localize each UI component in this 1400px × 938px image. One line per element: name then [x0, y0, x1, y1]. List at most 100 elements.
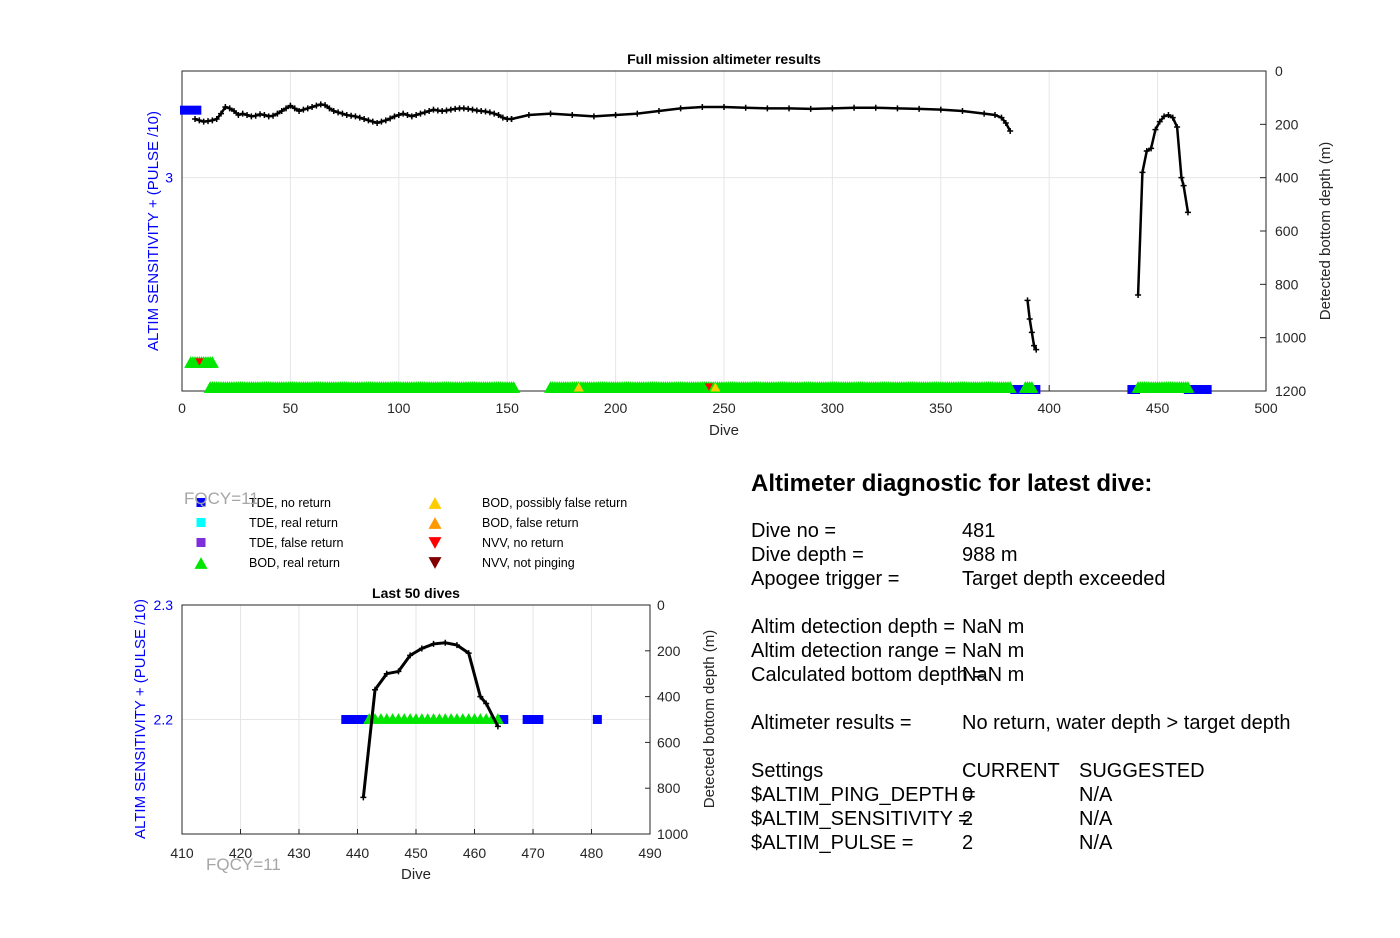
results-row: Altimeter results = No return, water dep… — [751, 712, 1291, 736]
y-right-tick-label: 800 — [657, 780, 681, 796]
x-tick-label: 410 — [170, 845, 194, 861]
detection-range-row: Altim detection range = NaN m — [751, 640, 1152, 664]
detection-depth-value: NaN m — [962, 616, 1025, 638]
legend-label: TDE, false return — [249, 536, 344, 550]
setting-suggested: N/A — [1079, 808, 1113, 830]
legend-label: TDE, no return — [249, 496, 331, 510]
legend-marker — [428, 557, 442, 569]
depth-point — [395, 112, 402, 118]
depth-point — [1143, 148, 1150, 154]
depth-point — [495, 112, 502, 118]
top-chart: 0 50 100 150 200 250 300 350 400 450 500 3 0 200 400 60… — [145, 51, 1334, 439]
y-right-tick-label: 1200 — [1275, 383, 1306, 399]
legend-marker — [196, 538, 206, 547]
depth-point — [426, 108, 433, 114]
depth-point — [1169, 114, 1176, 121]
depth-point — [465, 650, 472, 657]
tde-no-return-mark — [341, 715, 351, 724]
depth-point — [998, 114, 1005, 121]
depth-point — [1033, 346, 1040, 353]
legend: TDE, no return TDE, real return TDE, false… — [194, 496, 627, 570]
depth-point — [322, 102, 329, 109]
bottom-y-axis-label-left: ALTIM SENSITIVITY + (PULSE /10) — [132, 599, 149, 839]
legend-marker — [428, 497, 442, 509]
y-left-tick-label: 3 — [165, 170, 173, 186]
results-value: No return, water depth > target depth — [962, 712, 1291, 734]
depth-point — [352, 113, 359, 120]
depth-point — [283, 105, 290, 112]
dive-depth-value: 988 m — [962, 544, 1018, 566]
depth-point — [655, 108, 662, 114]
detection-range-value: NaN m — [962, 640, 1025, 662]
detection-depth-label: Altim detection depth = — [751, 616, 956, 638]
depth-point — [453, 642, 460, 649]
bottom-x-axis-label: Dive — [401, 866, 431, 883]
apogee-value: Target depth exceeded — [962, 568, 1166, 590]
depth-point — [894, 105, 901, 112]
bod-real-return-mark — [1181, 381, 1195, 393]
y-right-tick-label: 600 — [1275, 223, 1299, 239]
depth-point — [196, 117, 203, 124]
depth-point — [408, 113, 415, 120]
current-header: CURRENT — [962, 760, 1060, 782]
depth-point — [209, 117, 216, 124]
legend-label: BOD, false return — [482, 516, 579, 530]
depth-point — [1135, 292, 1142, 298]
nvv-no-return-mark — [704, 383, 713, 391]
detection-range-label: Altim detection range = — [751, 640, 957, 662]
diagnostic-panel: Altimeter diagnostic for latest dive: Di… — [751, 470, 1291, 856]
tde-no-return-mark — [180, 105, 202, 115]
top-y-axis-label-right: Detected bottom depth (m) — [1317, 142, 1334, 320]
dive-no-label: Dive no = — [751, 520, 837, 542]
depth-point — [278, 108, 285, 114]
top-x-axis-label: Dive — [709, 422, 739, 439]
bod-possibly-false-mark — [573, 382, 584, 392]
depth-point — [343, 112, 350, 118]
depth-point — [360, 794, 367, 801]
x-tick-label: 400 — [1038, 400, 1062, 416]
depth-point — [244, 112, 251, 118]
legend-marker — [194, 557, 208, 569]
depth-point — [494, 723, 501, 730]
depth-point — [1184, 209, 1191, 216]
depth-point — [786, 105, 793, 112]
y-right-tick-label: 0 — [1275, 63, 1283, 79]
bod-real-return-mark — [507, 381, 521, 393]
y-left-tick-label: 2.3 — [154, 597, 174, 613]
x-tick-label: 450 — [1146, 400, 1170, 416]
bottom-chart-title: Last 50 dives — [372, 585, 460, 601]
legend-marker — [428, 517, 442, 529]
dive-no-row: Dive no = 481 — [751, 520, 1152, 544]
depth-point — [508, 116, 515, 122]
depth-point — [296, 108, 303, 114]
setting-suggested: N/A — [1079, 832, 1113, 854]
depth-point — [274, 110, 281, 117]
depth-point — [590, 113, 597, 120]
depth-point — [1007, 128, 1014, 134]
legend-label: TDE, real return — [249, 516, 338, 530]
depth-point — [612, 112, 619, 118]
x-tick-label: 500 — [1254, 400, 1278, 416]
x-tick-label: 420 — [229, 845, 253, 861]
setting-row: $ALTIM_PING_DEPTH = 0 N/A — [751, 784, 1152, 808]
depth-line — [1026, 300, 1038, 351]
depth-point — [226, 105, 233, 112]
fqcy-label-bottom: FQCY=11 — [206, 855, 281, 874]
top-marks — [180, 101, 1212, 394]
suggested-header: SUGGESTED — [1079, 760, 1205, 782]
x-tick-label: 460 — [463, 845, 487, 861]
tde-no-return-mark — [534, 715, 544, 724]
depth-point — [447, 106, 454, 113]
depth-point — [330, 108, 337, 114]
y-right-tick-label: 800 — [1275, 276, 1299, 292]
x-tick-label: 440 — [346, 845, 370, 861]
depth-point — [1026, 316, 1033, 322]
detection-depth-row: Altim detection depth = NaN m — [751, 616, 1152, 640]
depth-point — [400, 110, 407, 117]
tde-no-return-mark — [353, 715, 362, 724]
depth-point — [764, 105, 771, 112]
depth-point — [477, 693, 484, 700]
setting-name: $ALTIM_PING_DEPTH = — [751, 784, 976, 806]
depth-point — [499, 114, 506, 121]
